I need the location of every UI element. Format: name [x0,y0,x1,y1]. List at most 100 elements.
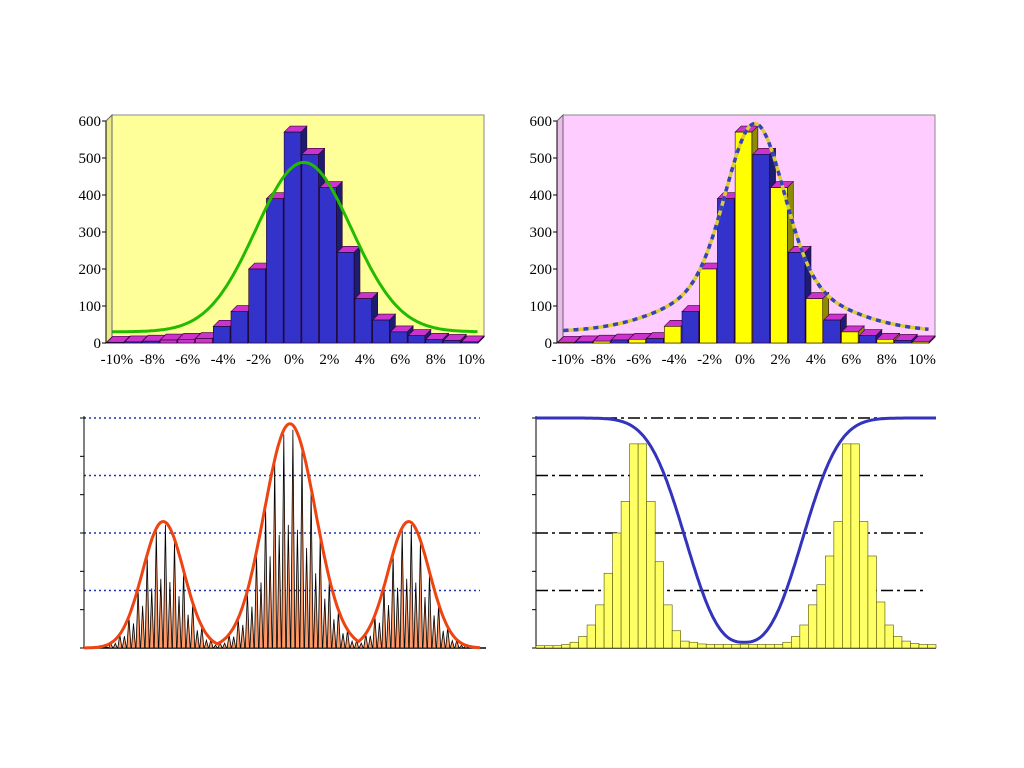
spike [458,644,465,649]
y-tick-label: 600 [530,114,553,130]
spike [253,553,259,649]
x-tick-label: 0% [735,352,755,368]
bar [697,643,707,649]
bar [699,268,717,344]
bar [575,341,593,344]
y-tick-label: 200 [530,262,553,278]
spike [285,524,291,649]
bar [850,443,860,649]
spike [108,642,114,649]
spike [131,623,136,649]
spike [231,636,237,649]
bar [595,604,605,649]
bar [106,341,125,344]
bar [748,644,758,649]
bar [124,341,142,344]
bar [752,154,770,344]
bar [142,340,160,344]
y-tick-label: 500 [79,151,102,167]
spike [294,529,300,649]
spike [272,463,278,649]
bar [569,641,579,649]
x-tick-label: 8% [877,352,897,368]
fitted-curve [112,160,478,334]
bar [654,561,664,649]
spike [144,556,150,649]
bar [816,584,826,649]
spike [135,589,141,649]
bar [927,644,937,649]
spike [112,642,118,649]
spike [322,598,328,649]
bar [731,644,741,649]
x-tick-label: 4% [355,352,375,368]
bar [159,339,178,344]
bar [680,640,690,649]
bar [637,443,647,649]
spike [445,627,451,649]
bar [301,154,319,344]
bar [177,338,195,344]
bar [336,252,355,344]
bar [833,521,843,649]
bar [212,326,231,344]
bar [893,636,903,649]
bar [770,187,788,344]
y-tick-label: 500 [530,151,553,167]
bar [671,630,681,649]
spike [427,573,433,649]
spike [212,644,219,649]
spike [399,530,405,649]
bar [910,643,920,649]
bar [372,319,390,344]
bar [663,326,682,344]
x-tick-label: 8% [426,352,446,368]
bar [646,338,664,344]
spike [185,614,191,649]
x-tick-label: -10% [101,352,134,368]
bar [248,268,266,344]
bar [765,644,775,649]
x-tick-label: -6% [626,352,651,368]
x-tick-label: -10% [552,352,585,368]
spike [203,638,209,649]
spike [149,588,155,649]
bar [876,601,886,649]
bar [407,335,426,344]
spike [299,451,305,649]
spike [413,582,419,649]
spike [345,630,351,649]
spike [331,619,337,649]
spike [358,642,364,649]
envelope-curve [84,422,481,650]
bar [681,311,700,344]
x-tick-label: 6% [841,352,861,368]
spike [390,555,396,649]
spike [102,646,110,649]
spike [395,587,401,649]
top-right-histogram: 0 100 200 300 400 500 600 -10% -8% -6% -4% -2% 0% 2% 4… [530,113,937,368]
spike [176,596,182,649]
x-tick-label: -2% [697,352,722,368]
top-left-histogram: 0 100 200 300 400 500 600 -10% -8% -6% -4% -2% 0% 2% 4… [79,113,486,368]
bar [390,331,408,344]
bar [858,335,877,344]
spike [190,603,196,649]
bar [894,340,912,344]
spike [335,610,341,649]
bar [841,331,859,344]
bar [552,645,562,649]
bar [593,340,611,344]
bar [230,311,249,344]
bar [808,604,818,649]
bar [663,604,673,649]
spike [126,616,132,649]
x-tick-label: -2% [246,352,271,368]
x-tick-label: 0% [284,352,304,368]
spike [240,624,246,649]
spike [376,622,382,649]
bar [739,644,750,649]
y-tick-label: 0 [545,336,553,352]
x-tick-label: 6% [390,352,410,368]
bar [791,636,801,649]
